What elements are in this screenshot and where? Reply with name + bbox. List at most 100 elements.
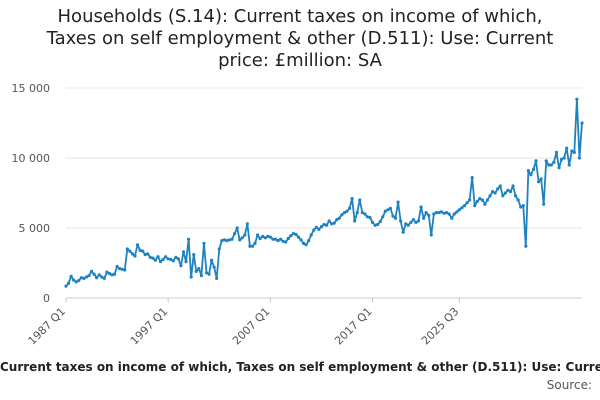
data-point[interactable]: [519, 205, 523, 209]
data-point[interactable]: [250, 244, 255, 248]
data-point[interactable]: [575, 97, 579, 101]
data-point[interactable]: [199, 274, 203, 278]
data-point[interactable]: [488, 194, 492, 198]
data-point[interactable]: [266, 234, 270, 238]
data-point[interactable]: [220, 239, 224, 243]
data-point[interactable]: [171, 259, 175, 263]
data-point[interactable]: [381, 215, 385, 219]
data-point[interactable]: [347, 206, 352, 210]
data-point[interactable]: [253, 241, 257, 245]
data-point[interactable]: [110, 273, 114, 277]
data-point[interactable]: [483, 202, 487, 206]
data-point[interactable]: [268, 235, 272, 239]
data-point[interactable]: [572, 150, 576, 154]
data-point[interactable]: [562, 156, 566, 160]
data-point[interactable]: [317, 227, 321, 231]
data-point[interactable]: [554, 150, 559, 154]
data-point[interactable]: [289, 234, 293, 238]
data-point[interactable]: [416, 219, 421, 223]
data-point[interactable]: [192, 253, 196, 257]
data-point[interactable]: [544, 159, 548, 163]
data-point[interactable]: [340, 213, 344, 217]
data-point[interactable]: [452, 212, 456, 216]
data-point[interactable]: [230, 237, 234, 241]
data-point[interactable]: [358, 198, 362, 202]
data-point[interactable]: [409, 220, 413, 224]
data-point[interactable]: [143, 253, 147, 257]
data-point[interactable]: [312, 228, 316, 232]
data-point[interactable]: [261, 234, 265, 238]
data-point[interactable]: [105, 270, 109, 274]
data-point[interactable]: [350, 197, 354, 201]
data-point[interactable]: [89, 269, 94, 273]
data-point[interactable]: [404, 222, 408, 226]
data-point[interactable]: [84, 275, 89, 279]
data-point[interactable]: [276, 239, 280, 243]
data-point[interactable]: [330, 222, 334, 226]
data-point[interactable]: [567, 163, 571, 167]
data-point[interactable]: [176, 257, 180, 261]
data-point[interactable]: [437, 211, 441, 215]
data-point[interactable]: [156, 255, 160, 259]
data-point[interactable]: [115, 264, 119, 269]
data-point[interactable]: [169, 257, 173, 262]
data-point[interactable]: [225, 239, 229, 243]
data-point[interactable]: [447, 212, 451, 216]
data-point[interactable]: [439, 210, 444, 214]
data-point[interactable]: [396, 200, 400, 204]
data-point[interactable]: [100, 275, 104, 279]
data-point[interactable]: [248, 244, 252, 248]
data-point[interactable]: [475, 199, 479, 203]
data-point[interactable]: [141, 249, 145, 253]
data-point[interactable]: [125, 247, 129, 251]
data-point[interactable]: [138, 248, 142, 252]
data-point[interactable]: [238, 238, 242, 242]
data-point[interactable]: [179, 264, 183, 268]
data-point[interactable]: [368, 215, 372, 220]
data-point[interactable]: [240, 236, 244, 240]
data-point[interactable]: [130, 252, 135, 256]
data-point[interactable]: [301, 241, 306, 245]
data-point[interactable]: [120, 267, 124, 271]
data-point[interactable]: [64, 284, 68, 288]
data-point[interactable]: [432, 212, 436, 216]
data-point[interactable]: [197, 267, 201, 271]
data-point[interactable]: [174, 255, 178, 259]
data-point[interactable]: [526, 169, 530, 173]
data-point[interactable]: [158, 260, 163, 264]
data-point[interactable]: [202, 241, 206, 245]
data-point[interactable]: [419, 205, 423, 209]
data-point[interactable]: [112, 272, 117, 276]
data-point[interactable]: [263, 236, 267, 240]
data-point[interactable]: [255, 233, 260, 237]
data-point[interactable]: [273, 237, 278, 241]
data-point[interactable]: [207, 272, 211, 276]
data-point[interactable]: [204, 271, 209, 275]
data-point[interactable]: [335, 218, 339, 222]
data-point[interactable]: [360, 211, 364, 215]
data-point[interactable]: [69, 274, 73, 278]
data-point[interactable]: [465, 201, 469, 205]
data-point[interactable]: [133, 254, 137, 258]
data-point[interactable]: [327, 219, 331, 223]
data-point[interactable]: [215, 276, 219, 280]
data-point[interactable]: [429, 233, 433, 237]
data-point[interactable]: [529, 173, 533, 177]
data-point[interactable]: [278, 237, 283, 241]
data-point[interactable]: [243, 233, 247, 237]
data-point[interactable]: [97, 273, 101, 277]
data-point[interactable]: [222, 238, 226, 242]
data-point[interactable]: [406, 223, 410, 227]
data-point[interactable]: [424, 211, 428, 215]
data-point[interactable]: [411, 218, 416, 222]
data-point[interactable]: [365, 215, 370, 219]
data-point[interactable]: [388, 206, 393, 210]
data-point[interactable]: [332, 221, 336, 225]
data-point[interactable]: [549, 163, 553, 167]
data-point[interactable]: [210, 258, 214, 262]
data-point[interactable]: [496, 187, 500, 191]
data-point[interactable]: [511, 184, 515, 188]
data-point[interactable]: [557, 166, 561, 170]
data-point[interactable]: [565, 146, 569, 150]
data-point[interactable]: [164, 255, 168, 259]
